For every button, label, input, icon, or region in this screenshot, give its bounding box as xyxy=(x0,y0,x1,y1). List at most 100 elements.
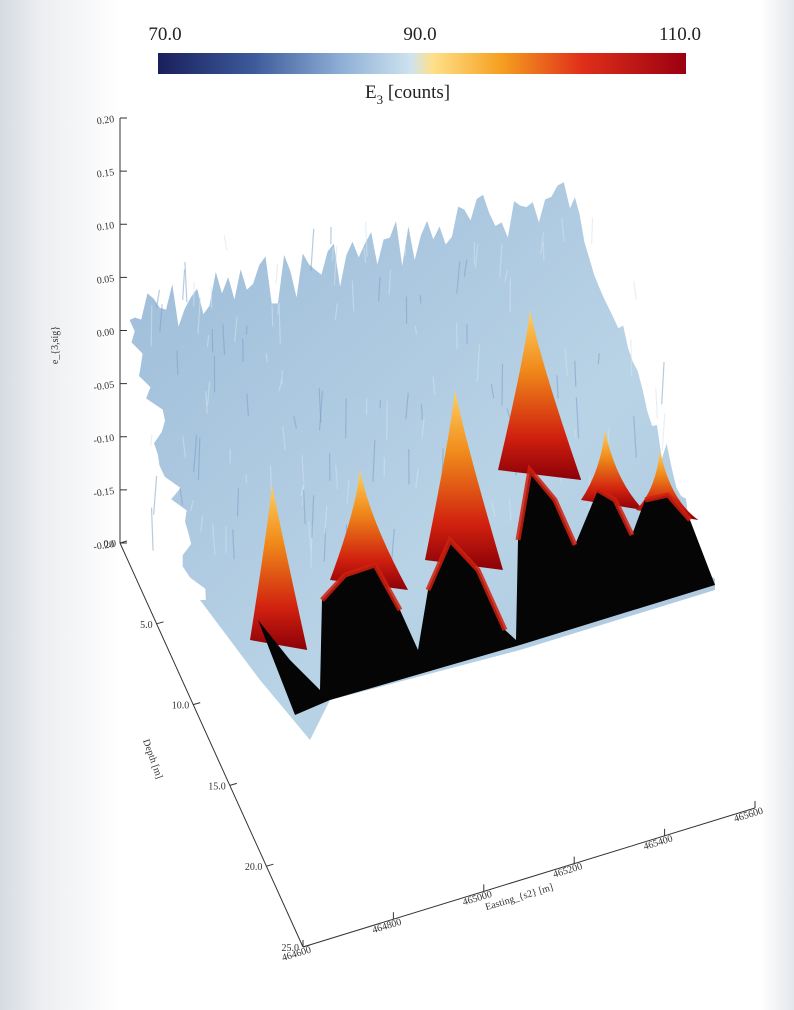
surface-texture xyxy=(501,363,504,406)
surface-texture xyxy=(150,304,153,347)
surface-texture xyxy=(414,325,418,335)
surface-texture xyxy=(506,408,511,419)
depth-axis-line xyxy=(119,542,304,948)
surface-texture xyxy=(206,381,211,406)
z-tick-label-8: -0.20 xyxy=(93,539,115,553)
surface-texture xyxy=(490,383,495,399)
colorbar-tick-110: 110.0 xyxy=(659,24,701,45)
surface-texture xyxy=(363,247,367,264)
z-tick-label-7: -0.15 xyxy=(93,486,115,500)
easting-tick-label-3: 465200 xyxy=(552,861,584,880)
peak-rim-4 xyxy=(644,492,692,522)
surface-texture xyxy=(333,246,338,285)
surface-texture xyxy=(193,435,198,473)
depth-axis-ticks: 0.0 5.0 10.0 15.0 20.0 25.0 xyxy=(104,539,311,954)
surface-texture xyxy=(182,269,186,300)
z-axis-label: e_{3,sig} xyxy=(50,326,61,364)
surface-texture xyxy=(499,243,503,278)
z-tick-label-6: -0.10 xyxy=(93,433,115,447)
surface-texture xyxy=(197,297,201,334)
surface-texture xyxy=(372,440,376,482)
surface-texture xyxy=(377,276,381,302)
surface-texture xyxy=(331,247,334,261)
surface-texture xyxy=(388,269,392,295)
surface-texture xyxy=(455,322,458,349)
surface-texture xyxy=(211,523,216,555)
surface-texture xyxy=(508,498,512,521)
surface-texture xyxy=(591,217,594,245)
z-tick-label-4: 0.00 xyxy=(96,327,115,340)
colorbar-title-main: E xyxy=(365,82,377,103)
depth-tick-mark-3 xyxy=(229,782,237,786)
surface-texture xyxy=(463,259,468,277)
peak-rim-1 xyxy=(425,535,508,632)
surface-texture xyxy=(323,528,327,562)
surface-texture xyxy=(223,234,228,251)
colorbar-title-sub: 3 xyxy=(377,92,384,107)
peak-3 xyxy=(498,310,582,480)
surface-texture xyxy=(432,376,436,395)
peak-rim-0 xyxy=(320,561,403,612)
peak-2 xyxy=(425,390,503,570)
surface-texture xyxy=(182,436,187,458)
easting-axis-label: Easting_{s2} [m] xyxy=(484,882,555,913)
depth-tick-label-4: 20.0 xyxy=(245,862,263,873)
surface-texture xyxy=(574,360,577,387)
surface-texture xyxy=(303,489,306,524)
z-tick-label-3: 0.05 xyxy=(96,273,115,286)
surface-texture xyxy=(420,404,423,420)
surface-texture xyxy=(346,479,350,504)
surface-texture xyxy=(474,243,479,268)
surface-texture xyxy=(633,416,637,458)
surface-texture xyxy=(556,375,559,399)
easting-axis-line xyxy=(302,807,756,948)
z-axis-ticks: 0.20 0.15 0.10 0.05 0.00 -0.05 -0.10 -0.15 -0.20 xyxy=(93,114,127,553)
surface-texture xyxy=(200,515,204,532)
depth-tick-label-2: 10.0 xyxy=(172,701,190,712)
surface-texture xyxy=(159,304,163,333)
surface-texture xyxy=(206,335,210,347)
surface-texture xyxy=(365,221,368,257)
depth-tick-mark-0 xyxy=(119,540,128,544)
surface xyxy=(129,182,715,740)
surface-texture xyxy=(386,400,388,441)
surface-texture xyxy=(236,488,240,517)
surface-texture xyxy=(561,217,565,243)
surface-texture xyxy=(278,302,281,345)
surface-texture xyxy=(153,475,158,515)
surface-texture xyxy=(193,281,195,307)
surface-texture xyxy=(597,353,600,365)
surface-texture xyxy=(405,392,409,420)
surface-texture xyxy=(421,417,425,440)
depth-tick-mark-1 xyxy=(156,621,164,625)
z-tick-label-5: -0.05 xyxy=(93,380,115,394)
surface-texture xyxy=(301,454,305,482)
peak-rim-3 xyxy=(596,487,635,537)
surface-texture xyxy=(271,305,274,327)
surface-texture xyxy=(540,232,545,255)
depth-tick-label-3: 15.0 xyxy=(208,781,226,792)
z-tick-label-0: 0.20 xyxy=(96,114,115,127)
surface-texture xyxy=(232,529,235,560)
surface-texture xyxy=(155,289,161,309)
surface-texture xyxy=(176,350,179,375)
surface-texture xyxy=(282,426,286,450)
depth-tick-mark-4 xyxy=(266,863,274,867)
surface-texture xyxy=(476,344,481,382)
surface-texture xyxy=(301,485,305,506)
surface-texture xyxy=(310,228,315,271)
surface-texture xyxy=(269,465,272,491)
depth-tick-label-5: 25.0 xyxy=(282,943,300,954)
surface-texture xyxy=(197,437,201,480)
surface-texture xyxy=(564,347,568,376)
surface-texture xyxy=(575,397,580,439)
surface-texture xyxy=(390,528,395,563)
surface-texture xyxy=(504,270,508,282)
surface-texture xyxy=(150,434,153,446)
surface-texture xyxy=(334,303,338,320)
surface-texture xyxy=(234,316,238,342)
surface-texture xyxy=(190,500,194,511)
surface-texture xyxy=(335,464,339,490)
peak-0 xyxy=(250,485,308,650)
